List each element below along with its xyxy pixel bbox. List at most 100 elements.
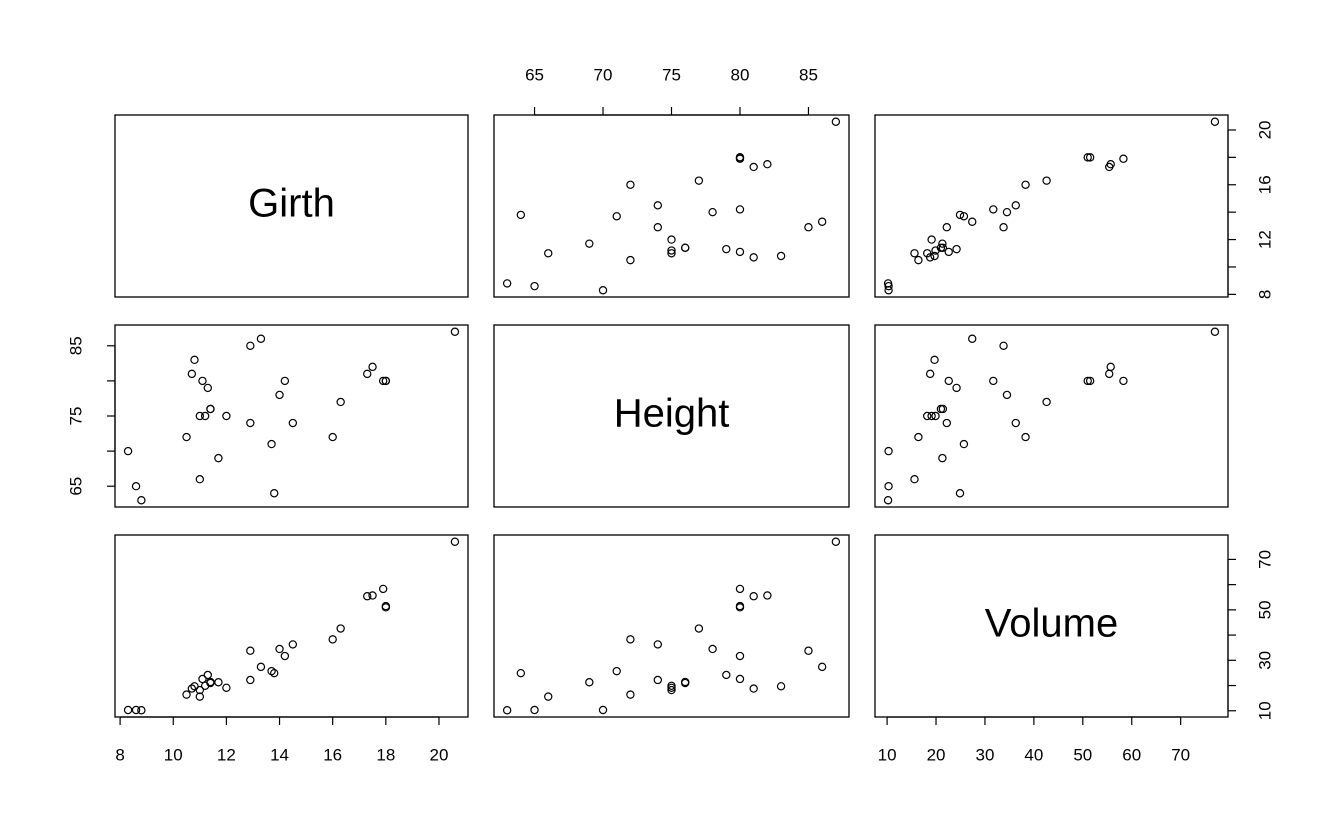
point <box>925 369 935 379</box>
point <box>246 646 255 655</box>
tick-label: 70 <box>594 65 613 84</box>
point <box>256 662 266 672</box>
point <box>275 644 284 654</box>
point <box>246 675 255 685</box>
point <box>883 279 893 288</box>
point <box>667 246 676 255</box>
point <box>930 355 939 365</box>
point <box>328 432 337 442</box>
point <box>206 404 215 414</box>
point <box>735 651 745 661</box>
tick-label: 75 <box>66 407 85 426</box>
point <box>735 674 745 684</box>
point <box>378 376 388 386</box>
panel <box>114 324 469 508</box>
point <box>275 390 284 400</box>
tick-label: 80 <box>731 65 750 84</box>
tick-label: 65 <box>525 65 544 84</box>
point <box>222 411 231 421</box>
tick-label: 40 <box>1024 745 1043 764</box>
point <box>137 496 146 505</box>
point <box>1210 117 1220 126</box>
point <box>959 439 969 449</box>
point <box>817 217 827 226</box>
panel <box>874 114 1229 298</box>
point <box>804 223 813 232</box>
variable-label: Volume <box>985 602 1118 646</box>
panel <box>493 534 850 718</box>
point <box>653 223 663 232</box>
tick-label: 50 <box>1255 600 1274 619</box>
point <box>708 207 717 217</box>
tick-label: 70 <box>1171 745 1190 764</box>
point <box>1021 180 1030 189</box>
point <box>735 247 745 257</box>
point <box>336 624 345 633</box>
variable-label: Height <box>614 392 730 436</box>
point <box>585 678 594 687</box>
point <box>680 677 690 687</box>
point <box>1002 390 1012 400</box>
point <box>883 496 893 505</box>
point <box>817 662 827 672</box>
point <box>288 640 298 649</box>
panel <box>114 534 469 718</box>
point <box>942 223 951 232</box>
point <box>137 706 146 715</box>
point <box>735 584 745 594</box>
point <box>910 474 919 484</box>
point <box>544 249 553 258</box>
point <box>938 243 948 252</box>
point <box>131 705 141 715</box>
point <box>256 334 266 343</box>
point <box>626 690 635 699</box>
point <box>450 327 460 336</box>
point <box>612 666 621 676</box>
panel <box>493 114 850 298</box>
point <box>198 376 207 386</box>
point <box>182 690 191 699</box>
point <box>1002 207 1012 217</box>
point <box>989 376 998 386</box>
point <box>585 239 594 248</box>
tick-label: 10 <box>164 745 183 764</box>
point <box>653 201 663 210</box>
point <box>667 249 676 258</box>
tick-label: 8 <box>115 745 124 764</box>
point <box>694 624 704 633</box>
point <box>952 383 961 393</box>
tick-label: 18 <box>376 745 395 764</box>
panel <box>114 114 469 298</box>
point <box>612 212 621 221</box>
point <box>1085 153 1095 162</box>
point <box>831 117 841 126</box>
tick-label: 12 <box>1255 230 1274 249</box>
point <box>1119 154 1128 163</box>
point <box>1119 376 1128 386</box>
point <box>214 453 223 463</box>
point <box>667 683 676 693</box>
point <box>516 210 526 220</box>
point <box>450 537 460 546</box>
point <box>1085 376 1095 386</box>
point <box>123 446 133 456</box>
point <box>722 670 731 680</box>
point <box>626 180 635 189</box>
point <box>381 376 391 386</box>
point <box>749 684 758 693</box>
tick-label: 10 <box>878 745 897 764</box>
point <box>270 668 279 678</box>
point <box>763 591 772 600</box>
point <box>516 668 526 678</box>
point <box>931 411 940 421</box>
point <box>246 341 255 350</box>
point <box>804 646 813 655</box>
point <box>203 383 212 393</box>
point <box>776 682 786 691</box>
point <box>1042 176 1051 185</box>
point <box>626 635 635 644</box>
point <box>722 244 731 254</box>
tick-label: 14 <box>270 745 289 764</box>
point <box>280 651 290 661</box>
